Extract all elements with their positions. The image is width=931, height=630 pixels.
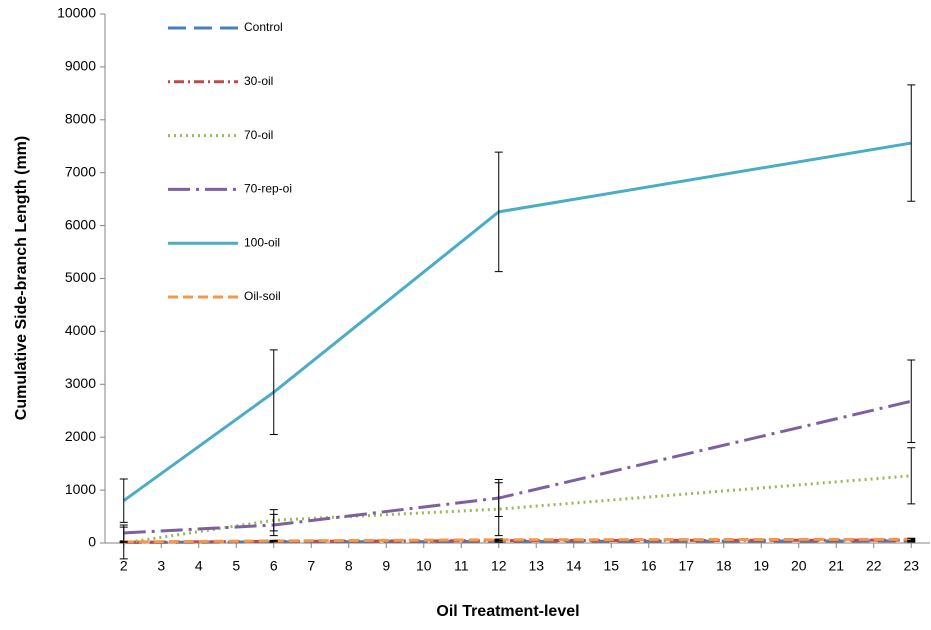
x-tick-label: 6 xyxy=(270,558,278,574)
x-tick-label: 15 xyxy=(603,558,619,574)
series-line xyxy=(123,537,912,544)
x-tick-label: 16 xyxy=(641,558,657,574)
error-bar xyxy=(494,151,503,273)
x-tick-label: 21 xyxy=(828,558,844,574)
error-bar xyxy=(119,541,128,543)
x-tick-label: 23 xyxy=(903,558,919,574)
x-tick-label: 2 xyxy=(120,558,128,574)
error-bar xyxy=(269,513,278,537)
y-tick-label: 10000 xyxy=(57,5,96,21)
y-tick-label: 0 xyxy=(88,534,96,550)
x-tick-label: 4 xyxy=(195,558,203,574)
y-tick-label: 2000 xyxy=(65,428,96,444)
x-tick-label: 12 xyxy=(491,558,507,574)
legend-label: 70-oil xyxy=(244,128,273,142)
x-tick-label: 10 xyxy=(416,558,432,574)
legend-label: 30-oil xyxy=(244,74,273,88)
x-axis-title: Oil Treatment-level xyxy=(436,603,579,620)
x-tick-label: 19 xyxy=(753,558,769,574)
y-tick-label: 7000 xyxy=(65,163,96,179)
error-bar xyxy=(269,349,278,436)
y-tick-label: 3000 xyxy=(65,375,96,391)
x-tick-label: 11 xyxy=(454,558,469,574)
x-tick-label: 14 xyxy=(566,558,582,574)
error-bar xyxy=(119,478,128,523)
x-tick-label: 9 xyxy=(382,558,390,574)
legend-label: Oil-soil xyxy=(244,289,281,303)
y-tick-label: 1000 xyxy=(65,481,96,497)
error-bar xyxy=(907,447,916,505)
y-axis-title: Cumulative Side-branch Length (mm) xyxy=(13,136,30,420)
series-line xyxy=(122,141,912,502)
x-tick-label: 5 xyxy=(232,558,240,574)
x-tick-label: 3 xyxy=(157,558,165,574)
x-tick-label: 7 xyxy=(307,558,315,574)
legend-label: Control xyxy=(244,20,283,34)
x-tick-label: 18 xyxy=(716,558,732,574)
y-tick-label: 4000 xyxy=(65,322,96,338)
error-bar xyxy=(907,537,916,541)
error-bar xyxy=(907,359,916,443)
y-tick-label: 8000 xyxy=(65,111,96,127)
error-bar xyxy=(907,84,916,202)
series-line xyxy=(123,538,912,544)
legend-label: 70-rep-oi xyxy=(244,182,292,196)
series-line xyxy=(123,474,912,545)
y-tick-label: 6000 xyxy=(65,216,96,232)
y-tick-label: 5000 xyxy=(65,269,96,285)
x-tick-label: 8 xyxy=(345,558,353,574)
x-tick-label: 17 xyxy=(678,558,694,574)
x-tick-label: 20 xyxy=(791,558,807,574)
error-bar xyxy=(494,538,503,542)
error-bar xyxy=(494,479,503,518)
legend-label: 100-oil xyxy=(244,235,280,249)
x-tick-label: 22 xyxy=(866,558,882,574)
y-tick-label: 9000 xyxy=(65,58,96,74)
series-line xyxy=(123,399,912,535)
error-bar xyxy=(269,539,278,542)
x-tick-label: 13 xyxy=(528,558,544,574)
